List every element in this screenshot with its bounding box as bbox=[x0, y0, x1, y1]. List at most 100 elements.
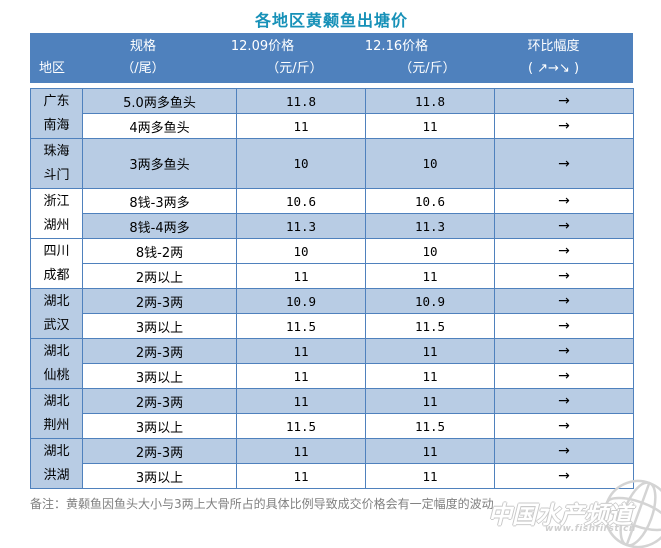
price-1209-cell: 11 bbox=[236, 463, 366, 489]
region-name: 武汉 bbox=[43, 317, 70, 333]
spec-cell: 3两多鱼头 bbox=[82, 138, 237, 189]
header-trend-label: 环比幅度 bbox=[527, 39, 580, 54]
price-1216-cell: 11.8 bbox=[365, 88, 495, 114]
table-row: 浙江 湖州 8钱-3两多 10.6 10.6 → bbox=[30, 188, 634, 239]
price-1216-cell: 11 bbox=[365, 338, 495, 364]
table-row: 湖北 荆州 2两-3两 11 11 → bbox=[30, 388, 634, 439]
header-price-1209-label: 12.09价格 bbox=[230, 39, 295, 54]
spec-cell: 5.0两多鱼头 bbox=[82, 88, 237, 114]
price-1216-cell: 11.5 bbox=[365, 413, 495, 439]
watermark-globe-icon bbox=[603, 479, 661, 548]
spec-cell: 2两-3两 bbox=[82, 288, 237, 314]
price-1209-cell: 10 bbox=[236, 238, 366, 264]
table-row: 4两多鱼头 11 11 → bbox=[31, 113, 634, 139]
spec-cell: 8钱-2两 bbox=[82, 238, 237, 264]
price-1209-cell: 10.6 bbox=[236, 188, 366, 214]
trend-cell: → bbox=[494, 363, 634, 389]
trend-cell: → bbox=[494, 113, 634, 139]
price-1209-cell: 10.9 bbox=[236, 288, 366, 314]
trend-cell: → bbox=[494, 313, 634, 339]
table-row: 3两以上 11.5 11.5 → bbox=[31, 313, 634, 339]
price-1209-cell: 11.5 bbox=[236, 313, 366, 339]
trend-cell: → bbox=[494, 388, 634, 414]
table-row: 四川 成都 8钱-2两 10 10 → bbox=[30, 238, 634, 289]
header-trend-legend: ( ↗→↘ ) bbox=[527, 61, 580, 76]
spec-cell: 3两以上 bbox=[82, 313, 237, 339]
price-1216-cell: 10.6 bbox=[365, 188, 495, 214]
trend-cell: → bbox=[494, 263, 634, 289]
table-row: 湖北 洪湖 2两-3两 11 11 → bbox=[30, 438, 634, 489]
price-1216-cell: 11 bbox=[365, 438, 495, 464]
region-name: 湖北 bbox=[43, 343, 70, 359]
price-1216-cell: 11 bbox=[365, 463, 495, 489]
header-spec-unit: （/尾） bbox=[121, 61, 165, 76]
price-1216-cell: 11 bbox=[365, 113, 495, 139]
region-name: 荆州 bbox=[43, 417, 70, 433]
region-name: 广东 bbox=[43, 93, 70, 109]
header-region-label: 地区 bbox=[39, 61, 66, 76]
region-cell: 湖北 仙桃 bbox=[30, 338, 83, 389]
header-price-1209-unit: （元/斤） bbox=[266, 61, 323, 76]
spec-cell: 8钱-4两多 bbox=[82, 213, 237, 239]
watermark-site-name: 中国水产频道 bbox=[488, 501, 632, 529]
trend-cell: → bbox=[494, 338, 634, 364]
region-name: 湖北 bbox=[43, 443, 70, 459]
trend-cell: → bbox=[494, 413, 634, 439]
table-row: 湖北 仙桃 2两-3两 11 11 → bbox=[30, 338, 634, 389]
price-1209-cell: 11 bbox=[236, 338, 366, 364]
region-cell: 湖北 洪湖 bbox=[30, 438, 83, 489]
spec-cell: 4两多鱼头 bbox=[82, 113, 237, 139]
watermark: 中国水产频道 www.fishfirst.cn bbox=[488, 479, 661, 548]
region-cell: 湖北 荆州 bbox=[30, 388, 83, 439]
region-cell: 珠海 斗门 bbox=[30, 138, 83, 189]
price-1216-cell: 10 bbox=[365, 238, 495, 264]
price-1209-cell: 11 bbox=[236, 388, 366, 414]
price-1209-cell: 11 bbox=[236, 263, 366, 289]
region-cell: 浙江 湖州 bbox=[30, 188, 83, 239]
region-name: 斗门 bbox=[43, 167, 70, 183]
price-1209-cell: 11 bbox=[236, 438, 366, 464]
region-name: 四川 bbox=[43, 243, 70, 259]
header-cell-region: 地区 bbox=[30, 33, 82, 83]
price-1216-cell: 11.3 bbox=[365, 213, 495, 239]
region-name: 浙江 bbox=[43, 193, 70, 209]
region-name: 湖北 bbox=[43, 393, 70, 409]
table-row: 3两以上 11 11 → bbox=[31, 363, 634, 389]
price-1216-cell: 11 bbox=[365, 388, 495, 414]
region-name: 仙桃 bbox=[43, 367, 70, 383]
region-name: 南海 bbox=[43, 117, 70, 133]
spec-cell: 2两-3两 bbox=[82, 388, 237, 414]
price-table: 广东 南海 5.0两多鱼头 11.8 11.8 → 4两多鱼头 11 11 → 珠海 斗门 3两多鱼头 1… bbox=[30, 88, 634, 489]
region-name: 湖北 bbox=[43, 293, 70, 309]
trend-cell: → bbox=[494, 238, 634, 264]
region-name: 成都 bbox=[43, 267, 70, 283]
table-row: 珠海 斗门 3两多鱼头 10 10 → bbox=[30, 138, 634, 189]
header-price-1216-unit: （元/斤） bbox=[399, 61, 456, 76]
spec-cell: 3两以上 bbox=[82, 413, 237, 439]
trend-cell: → bbox=[494, 188, 634, 214]
price-1216-cell: 11 bbox=[365, 263, 495, 289]
table-header: 地区 规格 （/尾） 12.09价格 （元/斤） 12.16价格 （元/斤） 环… bbox=[30, 33, 633, 83]
header-cell-price-1209: 12.09价格 （元/斤） bbox=[231, 33, 365, 83]
table-row: 湖北 武汉 2两-3两 10.9 10.9 → bbox=[30, 288, 634, 339]
price-1209-cell: 11 bbox=[236, 363, 366, 389]
region-name: 珠海 bbox=[43, 143, 70, 159]
table-row: 广东 南海 5.0两多鱼头 11.8 11.8 → bbox=[30, 88, 634, 139]
region-cell: 四川 成都 bbox=[30, 238, 83, 289]
footnote: 备注：黄颡鱼因鱼头大小与3两上大骨所占的具体比例导致成交价格会有一定幅度的波动 bbox=[30, 497, 494, 511]
trend-cell: → bbox=[494, 288, 634, 314]
table-body: 广东 南海 5.0两多鱼头 11.8 11.8 → 4两多鱼头 11 11 → 珠海 斗门 3两多鱼头 1… bbox=[30, 88, 634, 489]
price-1209-cell: 11.8 bbox=[236, 88, 366, 114]
page-title: 各地区黄颡鱼出塘价 bbox=[254, 11, 408, 30]
region-name: 洪湖 bbox=[43, 467, 70, 483]
header-spec-label: 规格 bbox=[129, 39, 156, 54]
region-cell: 广东 南海 bbox=[30, 88, 83, 139]
watermark-site-url: www.fishfirst.cn bbox=[545, 524, 636, 534]
table-row: 2两以上 11 11 → bbox=[31, 263, 634, 289]
trend-cell: → bbox=[494, 463, 634, 489]
header-price-1216-label: 12.16价格 bbox=[364, 39, 429, 54]
table-row: 3两以上 11 11 → bbox=[31, 463, 634, 489]
header-cell-trend: 环比幅度 ( ↗→↘ ) bbox=[494, 33, 633, 83]
price-1216-cell: 11.5 bbox=[365, 313, 495, 339]
